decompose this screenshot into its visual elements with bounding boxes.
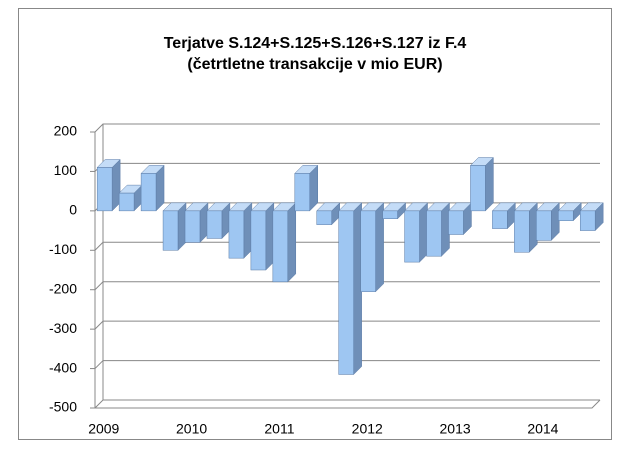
bar <box>206 202 231 240</box>
bar <box>535 202 560 242</box>
bar <box>162 202 187 251</box>
y-tick-label: -100 <box>49 241 77 257</box>
bar <box>360 202 385 293</box>
bar <box>403 202 429 263</box>
bar-side <box>485 156 494 212</box>
bar <box>272 202 297 283</box>
bar-front <box>382 210 398 219</box>
x-tick-label: 2011 <box>264 421 294 437</box>
x-tick-label: 2010 <box>176 421 207 437</box>
bar-front <box>294 173 310 212</box>
bar-front <box>162 210 179 251</box>
bar-front <box>338 210 354 375</box>
bar <box>382 202 407 220</box>
bar-front <box>426 210 442 257</box>
bar-front <box>272 210 289 283</box>
bar <box>579 202 604 232</box>
floor <box>95 399 601 409</box>
chart-title: Terjatve S.124+S.125+S.126+S.127 iz F.4 <box>164 35 467 52</box>
x-tick-label: 2012 <box>352 421 383 437</box>
bar-front <box>206 210 223 239</box>
bar <box>140 164 165 212</box>
bar <box>469 156 494 212</box>
bar-front <box>118 192 135 212</box>
y-tick-label: 0 <box>69 202 77 218</box>
bar <box>96 158 121 212</box>
y-tick-label: -500 <box>49 399 77 415</box>
chart-subtitle: (četrtletne transakcije v mio EUR) <box>187 56 442 73</box>
bar-front <box>96 167 113 212</box>
bar <box>425 202 451 257</box>
bar <box>491 202 516 230</box>
y-tick-label: -300 <box>49 320 77 336</box>
y-tick-label: 200 <box>54 123 78 139</box>
bar-front <box>579 210 596 231</box>
bar-front <box>140 173 157 212</box>
bar-front <box>492 210 508 229</box>
bar-front <box>250 210 267 271</box>
bar-front <box>448 210 464 235</box>
bar <box>294 164 319 212</box>
bar <box>250 202 275 271</box>
bar-front <box>514 210 530 253</box>
bar-front <box>558 210 574 221</box>
x-tick-label: 2013 <box>440 421 471 437</box>
bar <box>316 202 341 226</box>
chart-frame <box>18 8 612 440</box>
bar-front <box>536 210 552 241</box>
bar <box>513 202 538 253</box>
y-tick-label: 100 <box>54 162 78 178</box>
bar <box>447 202 473 236</box>
bar-front <box>316 210 332 225</box>
x-tick-label: 2014 <box>527 421 558 437</box>
bar <box>338 202 363 376</box>
bar-side <box>287 202 297 283</box>
y-tick-label: -200 <box>49 280 77 296</box>
x-tick-label: 2009 <box>88 421 119 437</box>
bar-front <box>228 210 245 259</box>
bar-front <box>404 210 420 263</box>
bar <box>228 202 253 259</box>
bar-front <box>470 165 486 212</box>
bar <box>184 202 209 244</box>
bar-front <box>360 210 376 292</box>
bar-front <box>184 210 201 243</box>
y-tick-label: -400 <box>49 359 77 375</box>
